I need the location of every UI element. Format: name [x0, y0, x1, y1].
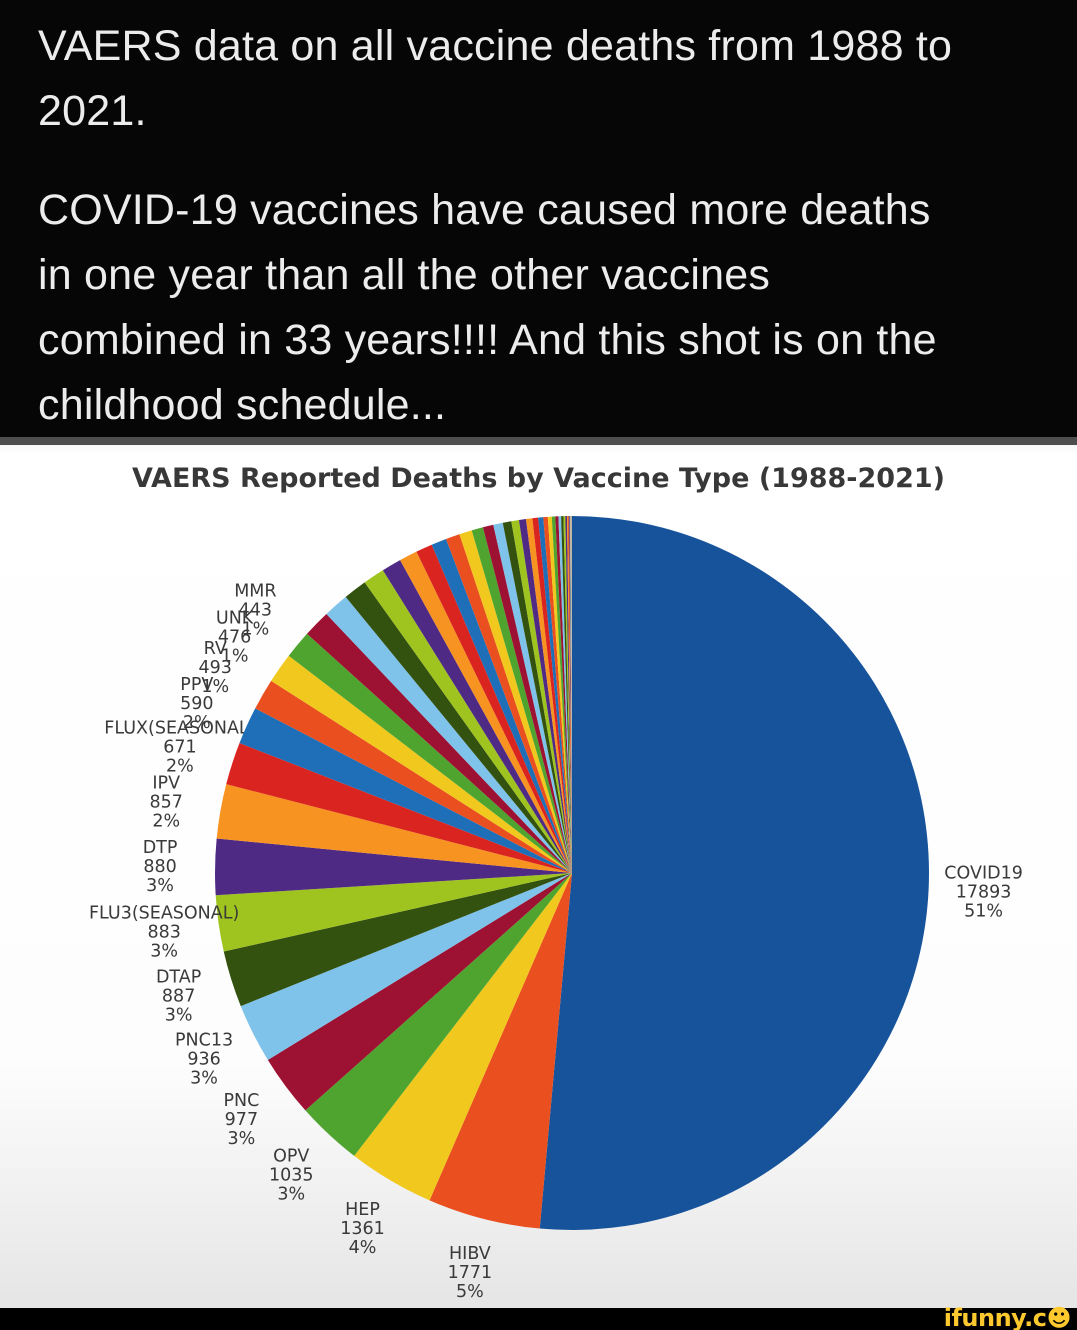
pie-slice-small-28	[502, 521, 572, 873]
pie-label-MMR: MMR 443 1%	[234, 581, 276, 639]
pie-slice-small-34	[543, 516, 572, 873]
pie-slice-DTP	[214, 838, 572, 896]
pie-slice-PNC	[267, 873, 572, 1111]
pie-slice-small-43	[568, 516, 572, 873]
post-text-section: VAERS data on all vaccine deaths from 19…	[0, 0, 1077, 437]
pie-slice-IPV	[216, 784, 572, 873]
pie-slice-small-19	[382, 560, 572, 873]
chart-area: VAERS Reported Deaths by Vaccine Type (1…	[0, 437, 1077, 1308]
pie-slice-small-39	[561, 516, 572, 873]
pie-slice-small-20	[400, 551, 572, 873]
pie-chart: COVID19 17893 51% HIBV 1771 5% HEP 1361 4% OPV 103…	[89, 516, 1023, 1302]
pie-slice-small-32	[532, 517, 572, 873]
watermark-bar: ifunny.c☻	[0, 1304, 1077, 1330]
pie-slice-OPV	[305, 873, 572, 1156]
pie-label-RV: RV 493 1%	[199, 639, 232, 697]
pie-slice-DTAP	[223, 873, 573, 1007]
pie-slice-small-42	[566, 516, 572, 873]
pie-label-DTAP: DTAP 887 3%	[156, 968, 201, 1026]
pie-slice-small-41	[565, 516, 572, 873]
pie-slice-UNK	[271, 655, 572, 873]
pie-slice-small-21	[416, 544, 572, 873]
pie-slice-small-25	[471, 527, 572, 873]
pie-slice-small-38	[558, 516, 572, 873]
ifunny-logo-text: ifunny.c	[943, 1304, 1047, 1330]
chart-top-divider	[0, 437, 1077, 445]
pie-slice-small-40	[563, 516, 572, 873]
pie-label-PPV: PPV 590 2%	[180, 675, 213, 733]
pie-slice-small-15	[306, 613, 572, 873]
pie-slice-small-24	[459, 530, 572, 873]
pie-slice-small-18	[364, 570, 572, 873]
pie-label-FLU3(SEASONAL): FLU3(SEASONAL) 883 3%	[89, 903, 239, 961]
post-paragraph-1: VAERS data on all vaccine deaths from 19…	[38, 22, 953, 135]
pie-slice-small-27	[493, 522, 572, 873]
pie-slice-small-46	[570, 516, 572, 873]
pie-slice-small-26	[482, 524, 572, 873]
pie-label-COVID19: COVID19 17893 51%	[944, 864, 1023, 922]
pie-slice-small-45	[570, 516, 572, 873]
pie-label-UNK: UNK 476 1%	[216, 609, 254, 667]
pie-label-HEP: HEP 1361 4%	[340, 1200, 385, 1258]
chart-title: VAERS Reported Deaths by Vaccine Type (1…	[131, 463, 946, 494]
pie-label-OPV: OPV 1035 3%	[269, 1147, 314, 1205]
pie-label-IPV: IPV 857 2%	[150, 774, 183, 832]
pie-slice-PNC13	[240, 873, 572, 1060]
smiley-icon: ☻	[1046, 1304, 1071, 1330]
pie-label-DTP: DTP 880 3%	[143, 838, 178, 896]
pie-slice-HEP	[354, 873, 572, 1201]
pie-slice-COVID19	[539, 516, 930, 1230]
pie-slice-small-31	[525, 518, 572, 873]
pie-label-HIBV: HIBV 1771 5%	[448, 1244, 493, 1302]
pie-slice-PPV	[239, 708, 572, 873]
pie-slice-small-17	[345, 582, 572, 873]
pie-slice-small-23	[446, 534, 572, 873]
pie-slice-small-29	[511, 519, 572, 873]
ifunny-logo: ifunny.c☻	[943, 1304, 1072, 1330]
pie-slice-RV	[255, 680, 573, 873]
pie-slice-HIBV	[429, 873, 572, 1229]
pie-slice-small-37	[555, 516, 572, 873]
pie-slice-MMR	[288, 633, 572, 873]
pie-slice-small-30	[518, 518, 572, 873]
pie-slice-small-22	[431, 538, 572, 873]
post-paragraph-2: COVID-19 vaccines have caused more death…	[38, 186, 937, 429]
pie-slice-FLU3(SEASONAL)	[215, 873, 573, 952]
pie-label-PNC: PNC 977 3%	[223, 1091, 259, 1149]
pie-slice-small-47	[571, 516, 572, 873]
pie-slice-small-16	[326, 596, 572, 873]
pie-slice-FLUX(SEASONAL)	[226, 743, 572, 873]
pie-label-PNC13: PNC13 936 3%	[175, 1030, 233, 1088]
pie-slice-small-48	[571, 516, 572, 873]
pie-label-FLUX(SEASONAL): FLUX(SEASONAL) 671 2%	[104, 719, 255, 777]
pie-slice-small-35	[547, 516, 572, 873]
pie-slice-small-33	[538, 517, 572, 873]
pie-slice-small-44	[569, 516, 572, 873]
pie-slice-small-36	[551, 516, 572, 873]
